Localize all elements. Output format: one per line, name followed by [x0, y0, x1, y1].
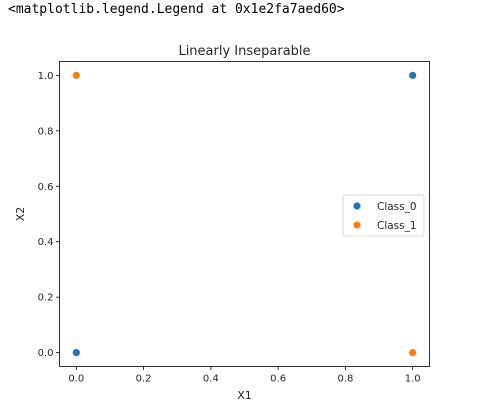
y-tick-label: 1.0 [38, 71, 54, 82]
data-point-class-0 [72, 349, 80, 357]
data-points [72, 71, 417, 357]
cell-output-text: <matplotlib.legend.Legend at 0x1e2fa7aed… [8, 2, 345, 17]
x-tick-label: 0.8 [337, 374, 353, 385]
y-tick-label: 0.4 [38, 237, 54, 248]
x-axis: 0.0 0.2 0.4 0.6 0.8 1.0 [68, 366, 421, 385]
y-axis-label: X2 [14, 207, 27, 222]
x-tick-label: 0.0 [68, 374, 84, 385]
plot-area-frame [59, 61, 430, 367]
x-tick-label: 0.4 [203, 374, 219, 385]
chart-title: Linearly Inseparable [178, 44, 310, 59]
y-tick-label: 0.8 [38, 126, 54, 137]
legend: Class_0 Class_1 [342, 194, 425, 237]
x-tick-label: 1.0 [405, 374, 421, 385]
y-tick-label: 0.2 [38, 293, 54, 304]
x-axis-label: X1 [237, 389, 252, 402]
x-tick-label: 0.2 [136, 374, 152, 385]
legend-box [342, 194, 425, 237]
legend-label: Class_1 [377, 220, 417, 232]
data-point-class-1 [72, 71, 80, 79]
x-tick-label: 0.6 [270, 374, 286, 385]
legend-label: Class_0 [377, 201, 417, 213]
y-tick-label: 0.0 [38, 348, 54, 359]
data-point-class-1 [409, 349, 417, 357]
legend-marker-class-1 [353, 221, 361, 229]
y-tick-label: 0.6 [38, 182, 54, 193]
y-axis: 0.0 0.2 0.4 0.6 0.8 1.0 [38, 71, 60, 359]
legend-marker-class-0 [353, 202, 361, 210]
data-point-class-0 [409, 71, 417, 79]
